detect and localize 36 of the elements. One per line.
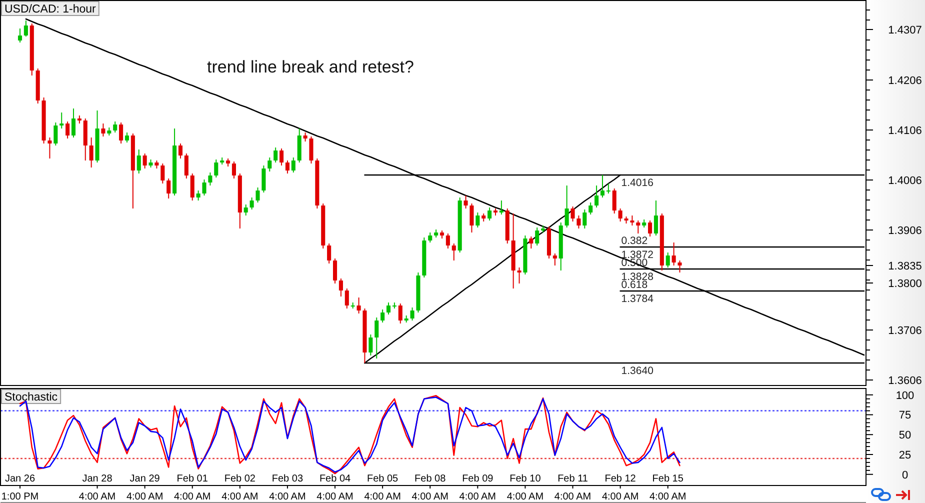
data-label: 1.3640 — [621, 365, 654, 377]
x-tick-label: Feb 09 4:00 AM — [459, 474, 496, 502]
x-tick-label: Feb 01 4:00 AM — [174, 474, 211, 502]
x-tick-label: Feb 10 4:00 AM — [506, 474, 544, 502]
x-tick-label: Feb 15 4:00 AM — [650, 474, 686, 502]
y-tick-label: 1.3906 — [888, 225, 922, 237]
series-label: 0.382 — [621, 235, 648, 247]
x-tick-label: Jan 26 1:00 PM — [1, 474, 39, 502]
x-tick-label: Feb 04 4:00 AM — [316, 474, 354, 502]
x-tick-label: Feb 03 4:00 AM — [269, 474, 306, 502]
y-tick-label: 100 — [896, 390, 914, 402]
y-tick-label: 1.3835 — [888, 260, 922, 272]
x-tick-label: Feb 11 4:00 AM — [554, 474, 592, 502]
y-tick-label: 0 — [902, 469, 908, 482]
y-tick-label: 25 — [898, 449, 912, 462]
y-tick-label: 1.4206 — [888, 75, 922, 87]
data-label: 1.3784 — [621, 293, 654, 305]
annotation: trend line break and retest? — [207, 58, 414, 76]
y-tick-label: 50 — [898, 430, 912, 442]
x-tick-label: Feb 02 4:00 AM — [222, 474, 258, 502]
y-tick-label: 1.3606 — [888, 375, 922, 387]
x-tick-label: Jan 28 4:00 AM — [78, 474, 116, 502]
y-tick-label: 75 — [898, 410, 912, 422]
data-label: 1.4016 — [621, 177, 654, 189]
series-label: 0.618 — [621, 279, 648, 291]
x-tick-label: Feb 12 4:00 AM — [602, 474, 639, 502]
y-tick-label: 1.4006 — [888, 175, 922, 187]
chart-title: Stochastic — [4, 392, 58, 404]
y-tick-label: 1.3706 — [888, 325, 922, 337]
x-tick-label: Jan 29 4:00 AM — [126, 474, 164, 502]
y-tick-label: 1.3800 — [888, 278, 922, 290]
chart-title: USD/CAD: 1-hour — [4, 4, 96, 16]
y-tick-label: 1.4307 — [888, 24, 922, 36]
x-tick-label: Feb 08 4:00 AM — [412, 474, 448, 502]
y-tick-label: 1.4106 — [888, 125, 922, 137]
x-tick-label: Feb 05 4:00 AM — [364, 474, 401, 502]
